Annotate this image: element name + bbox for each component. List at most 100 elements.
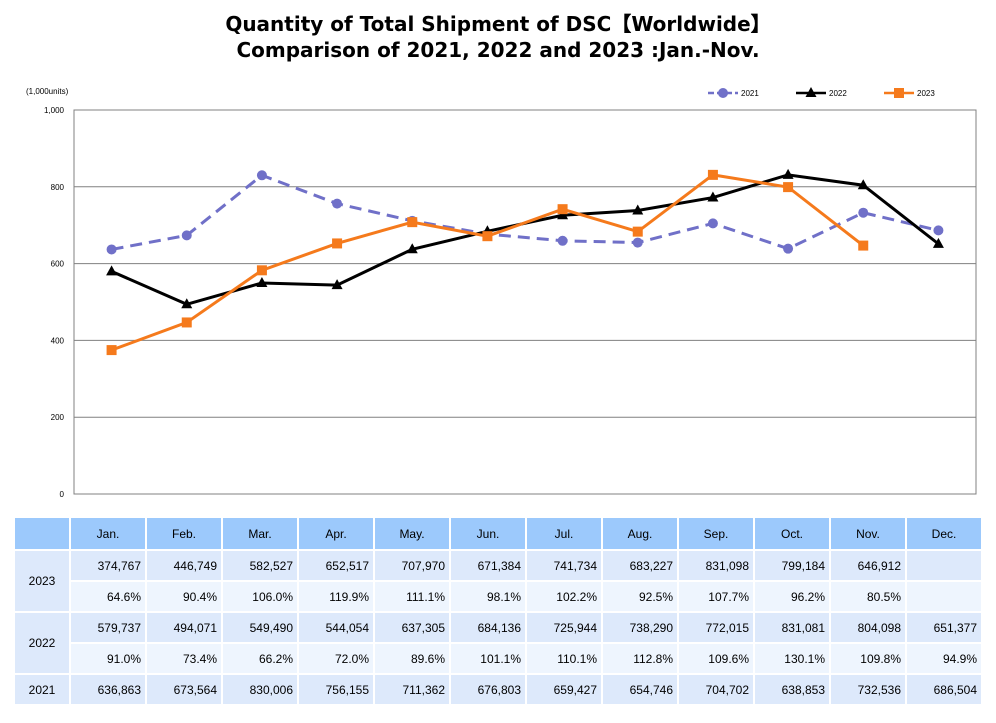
- data-point-2023: [783, 182, 794, 193]
- data-point-2023: [106, 345, 117, 356]
- percent-cell: 89.6%: [375, 644, 449, 673]
- column-header: Mar.: [223, 518, 297, 549]
- percent-cell: 72.0%: [299, 644, 373, 673]
- units-cell: 707,970: [375, 551, 449, 580]
- data-point-2021: [933, 225, 944, 236]
- units-cell: 732,536: [831, 675, 905, 704]
- percent-cell: 106.0%: [223, 582, 297, 611]
- y-tick-label: 0: [60, 490, 65, 499]
- units-cell: 831,081: [755, 613, 829, 642]
- units-cell: 638,853: [755, 675, 829, 704]
- data-point-2022: [857, 179, 869, 190]
- units-cell: 772,015: [679, 613, 753, 642]
- units-cell: [907, 551, 981, 580]
- units-cell: 704,702: [679, 675, 753, 704]
- data-point-2022: [181, 298, 193, 309]
- percent-cell: 73.4%: [147, 644, 221, 673]
- units-cell: 804,098: [831, 613, 905, 642]
- data-point-2022: [106, 265, 118, 276]
- column-header: Sep.: [679, 518, 753, 549]
- data-point-2023: [858, 240, 869, 251]
- units-cell: 831,098: [679, 551, 753, 580]
- header-corner: [15, 518, 69, 549]
- column-header: Nov.: [831, 518, 905, 549]
- data-point-2021: [707, 218, 718, 229]
- column-header: Feb.: [147, 518, 221, 549]
- column-header: Jun.: [451, 518, 525, 549]
- data-point-2023: [407, 217, 418, 228]
- data-point-2023: [482, 231, 493, 242]
- percent-cell: 111.1%: [375, 582, 449, 611]
- percent-cell: 91.0%: [71, 644, 145, 673]
- percent-cell: 92.5%: [603, 582, 677, 611]
- units-cell: 549,490: [223, 613, 297, 642]
- units-cell: 651,377: [907, 613, 981, 642]
- units-cell: 741,734: [527, 551, 601, 580]
- units-cell: 686,504: [907, 675, 981, 704]
- percent-cell: 102.2%: [527, 582, 601, 611]
- column-header: Apr.: [299, 518, 373, 549]
- units-cell: 446,749: [147, 551, 221, 580]
- column-header: Jul.: [527, 518, 601, 549]
- units-cell: 684,136: [451, 613, 525, 642]
- percent-cell: 119.9%: [299, 582, 373, 611]
- units-cell: 659,427: [527, 675, 601, 704]
- data-point-2021: [783, 243, 794, 254]
- units-cell: 654,746: [603, 675, 677, 704]
- y-tick-label: 800: [51, 183, 65, 192]
- data-point-2021: [332, 198, 343, 209]
- y-tick-label: 600: [51, 260, 65, 269]
- data-point-2021: [858, 207, 869, 218]
- y-tick-label: 1,000: [44, 106, 65, 115]
- units-cell: 652,517: [299, 551, 373, 580]
- legend-label-2021: 2021: [741, 89, 759, 98]
- units-cell: 711,362: [375, 675, 449, 704]
- chart-title: Quantity of Total Shipment of DSC【Worldw…: [225, 12, 771, 36]
- legend-label-2023: 2023: [917, 89, 935, 98]
- units-cell: 673,564: [147, 675, 221, 704]
- data-point-2022: [707, 191, 719, 202]
- data-point-2023: [256, 265, 267, 276]
- data-point-2022: [932, 237, 944, 248]
- units-cell: 756,155: [299, 675, 373, 704]
- percent-cell: 109.6%: [679, 644, 753, 673]
- row-year: 2021: [15, 675, 69, 704]
- units-cell: 683,227: [603, 551, 677, 580]
- percent-cell: 107.7%: [679, 582, 753, 611]
- units-cell: 494,071: [147, 613, 221, 642]
- units-cell: 374,767: [71, 551, 145, 580]
- column-header: May.: [375, 518, 449, 549]
- percent-cell: 94.9%: [907, 644, 981, 673]
- column-header: Jan.: [71, 518, 145, 549]
- data-point-2021: [718, 88, 728, 98]
- percent-cell: 66.2%: [223, 644, 297, 673]
- data-point-2023: [632, 226, 643, 237]
- percent-cell: 64.6%: [71, 582, 145, 611]
- data-point-2021: [557, 235, 568, 246]
- table-row-percent: 64.6% 90.4% 106.0% 119.9% 111.1% 98.1% 102.2% 9…: [15, 582, 981, 611]
- data-point-2023: [707, 169, 718, 180]
- units-cell: 671,384: [451, 551, 525, 580]
- table-row: 2023 374,767 446,749 582,527 652,517 707,970 6…: [15, 551, 981, 611]
- units-cell: 636,863: [71, 675, 145, 704]
- data-point-2023: [332, 238, 343, 249]
- legend-label-2022: 2022: [829, 89, 847, 98]
- data-point-2023: [557, 204, 568, 215]
- data-point-2021: [256, 170, 267, 181]
- units-cell: 799,184: [755, 551, 829, 580]
- data-point-2021: [106, 244, 117, 255]
- data-point-2021: [632, 237, 643, 248]
- units-cell: 646,912: [831, 551, 905, 580]
- row-year: 2023: [15, 551, 69, 611]
- units-cell: 582,527: [223, 551, 297, 580]
- percent-cell: [907, 582, 981, 611]
- table-row: 2022 579,737 494,071 549,490 544,054 637,305 6…: [15, 613, 981, 673]
- data-point-2022: [782, 168, 794, 179]
- percent-cell: 112.8%: [603, 644, 677, 673]
- y-tick-label: 400: [51, 336, 65, 345]
- units-cell: 637,305: [375, 613, 449, 642]
- y-axis-unit-label: (1,000units): [26, 87, 69, 96]
- y-tick-label: 200: [51, 413, 65, 422]
- data-point-2022: [256, 276, 268, 287]
